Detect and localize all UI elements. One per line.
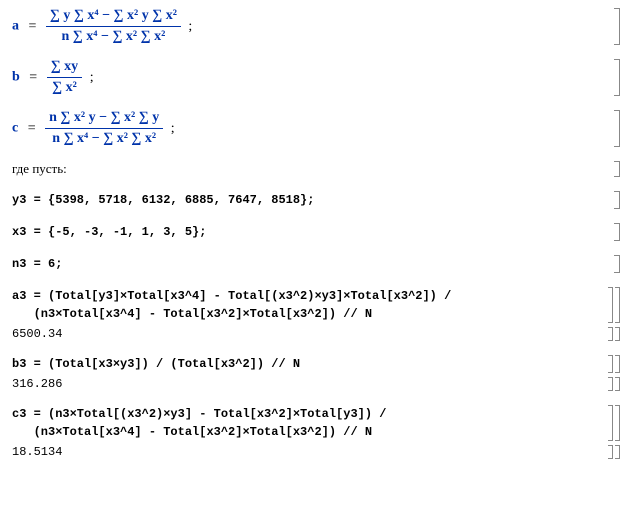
semicolon-c: ; bbox=[167, 121, 175, 136]
output-a3: 6500.34 bbox=[4, 327, 600, 341]
cell-bracket-c3-in[interactable] bbox=[606, 405, 620, 441]
cell-b3-out: 316.286 bbox=[4, 377, 622, 391]
cell-bracket-b[interactable] bbox=[606, 59, 620, 96]
lhs-a: a bbox=[12, 19, 19, 34]
semicolon-a: ; bbox=[184, 19, 192, 34]
fraction-c: n ∑ x² y − ∑ x² ∑ y n ∑ x⁴ − ∑ x² ∑ x² bbox=[45, 110, 163, 147]
code-b3[interactable]: b3 = (Total[x3×y3]) / (Total[x3^2]) // N bbox=[4, 355, 600, 373]
cell-bracket-a[interactable] bbox=[606, 8, 620, 45]
cell-bracket-c3-out[interactable] bbox=[606, 445, 620, 459]
code-x3[interactable]: x3 = {-5, -3, -1, 1, 3, 5}; bbox=[4, 223, 600, 241]
equals-a: = bbox=[23, 19, 43, 34]
lhs-c: c bbox=[12, 121, 18, 136]
numerator-b: ∑ xy bbox=[47, 59, 82, 78]
cell-bracket-x3[interactable] bbox=[606, 223, 620, 241]
let-text: где пусть: bbox=[4, 161, 600, 177]
denominator-a: n ∑ x⁴ − ∑ x² ∑ x² bbox=[46, 27, 181, 45]
cell-bracket-b3-in[interactable] bbox=[606, 355, 620, 373]
code-c3[interactable]: c3 = (n3×Total[(x3^2)×y3] - Total[x3^2]×… bbox=[4, 405, 600, 441]
semicolon-b: ; bbox=[86, 70, 94, 85]
denominator-b: ∑ x² bbox=[47, 78, 82, 96]
equals-c: = bbox=[22, 121, 42, 136]
code-n3[interactable]: n3 = 6; bbox=[4, 255, 600, 273]
cell-bracket-let[interactable] bbox=[606, 161, 620, 177]
formula-b: b = ∑ xy ∑ x² ; bbox=[4, 59, 600, 96]
formula-c: c = n ∑ x² y − ∑ x² ∑ y n ∑ x⁴ − ∑ x² ∑ … bbox=[4, 110, 600, 147]
numerator-a: ∑ y ∑ x⁴ − ∑ x² y ∑ x² bbox=[46, 8, 181, 27]
cell-a3-in: a3 = (Total[y3]×Total[x3^4] - Total[(x3^… bbox=[4, 287, 622, 323]
cell-bracket-b3-out[interactable] bbox=[606, 377, 620, 391]
code-y3[interactable]: y3 = {5398, 5718, 6132, 6885, 7647, 8518… bbox=[4, 191, 600, 209]
cell-a3-out: 6500.34 bbox=[4, 327, 622, 341]
fraction-b: ∑ xy ∑ x² bbox=[47, 59, 82, 96]
cell-c3-in: c3 = (n3×Total[(x3^2)×y3] - Total[x3^2]×… bbox=[4, 405, 622, 441]
output-b3: 316.286 bbox=[4, 377, 600, 391]
cell-bracket-n3[interactable] bbox=[606, 255, 620, 273]
cell-bracket-a3-out[interactable] bbox=[606, 327, 620, 341]
cell-n3: n3 = 6; bbox=[4, 255, 622, 273]
fraction-a: ∑ y ∑ x⁴ − ∑ x² y ∑ x² n ∑ x⁴ − ∑ x² ∑ x… bbox=[46, 8, 181, 45]
cell-x3: x3 = {-5, -3, -1, 1, 3, 5}; bbox=[4, 223, 622, 241]
cell-bracket-a3-in[interactable] bbox=[606, 287, 620, 323]
denominator-c: n ∑ x⁴ − ∑ x² ∑ x² bbox=[45, 129, 163, 147]
code-a3[interactable]: a3 = (Total[y3]×Total[x3^4] - Total[(x3^… bbox=[4, 287, 600, 323]
equals-b: = bbox=[23, 70, 43, 85]
lhs-b: b bbox=[12, 70, 20, 85]
cell-a-formula: a = ∑ y ∑ x⁴ − ∑ x² y ∑ x² n ∑ x⁴ − ∑ x²… bbox=[4, 8, 622, 45]
cell-bracket-y3[interactable] bbox=[606, 191, 620, 209]
cell-y3: y3 = {5398, 5718, 6132, 6885, 7647, 8518… bbox=[4, 191, 622, 209]
cell-c-formula: c = n ∑ x² y − ∑ x² ∑ y n ∑ x⁴ − ∑ x² ∑ … bbox=[4, 110, 622, 147]
cell-b3-in: b3 = (Total[x3×y3]) / (Total[x3^2]) // N bbox=[4, 355, 622, 373]
cell-b-formula: b = ∑ xy ∑ x² ; bbox=[4, 59, 622, 96]
output-c3: 18.5134 bbox=[4, 445, 600, 459]
formula-a: a = ∑ y ∑ x⁴ − ∑ x² y ∑ x² n ∑ x⁴ − ∑ x²… bbox=[4, 8, 600, 45]
numerator-c: n ∑ x² y − ∑ x² ∑ y bbox=[45, 110, 163, 129]
cell-let: где пусть: bbox=[4, 161, 622, 177]
cell-c3-out: 18.5134 bbox=[4, 445, 622, 459]
cell-bracket-c[interactable] bbox=[606, 110, 620, 147]
